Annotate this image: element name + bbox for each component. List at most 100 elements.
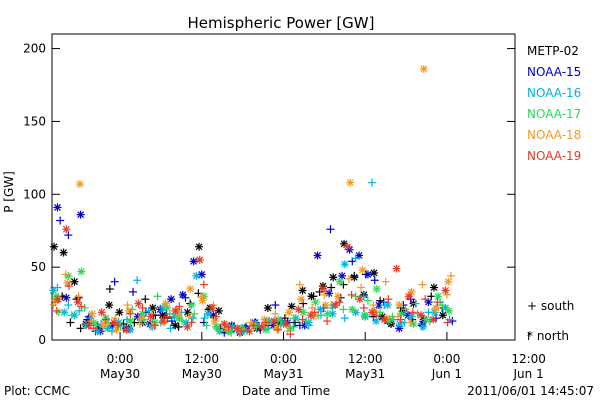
data-point-north: [233, 324, 242, 333]
data-point-north: [444, 306, 453, 315]
data-point-south: [411, 299, 420, 308]
data-point-north: [208, 303, 217, 312]
legend-item: NOAA-19: [527, 149, 581, 163]
data-point-north: [186, 285, 195, 293]
x-axis-label: Date and Time: [242, 384, 330, 398]
data-point-north: [50, 242, 59, 251]
x-tick-date: May31: [345, 367, 385, 381]
data-point-south: [289, 314, 298, 323]
data-point-north: [192, 271, 201, 280]
data-point-south: [335, 298, 344, 307]
data-point-north: [178, 290, 187, 299]
data-point-north: [282, 319, 291, 328]
data-point-south: [175, 302, 184, 311]
data-point-north: [195, 242, 204, 251]
data-point-south: [291, 318, 300, 327]
data-point-north: [158, 311, 167, 320]
data-point-north: [343, 242, 352, 251]
data-point-north: [197, 270, 206, 279]
data-point-north: [49, 286, 58, 295]
data-point-south: [320, 290, 329, 299]
data-point-south: [133, 276, 142, 285]
data-point-south: [372, 311, 381, 320]
data-point-north: [70, 277, 79, 286]
data-point-north: [126, 317, 135, 326]
data-point-south: [443, 318, 452, 327]
data-point-south: [135, 319, 144, 328]
data-point-north: [429, 315, 438, 324]
data-point-north: [84, 321, 93, 330]
data-point-south: [200, 314, 209, 323]
data-point-south: [376, 308, 385, 317]
data-point-south: [381, 277, 390, 286]
data-point-south: [286, 330, 295, 339]
data-point-north: [441, 286, 450, 295]
data-point-south: [202, 321, 211, 330]
data-point-north: [294, 305, 303, 314]
data-point-south: [74, 292, 83, 301]
data-point-south: [167, 317, 176, 326]
x-axis: 0:00May3012:00May300:00May3112:00May310:…: [100, 332, 546, 381]
data-point-north: [372, 285, 381, 293]
data-point-south: [339, 305, 348, 314]
data-point-south: [184, 312, 193, 321]
data-point-north: [62, 293, 71, 302]
data-point-north: [407, 287, 416, 296]
data-point-north: [438, 311, 447, 320]
data-point-south: [153, 292, 162, 301]
data-point-south: [261, 318, 270, 327]
data-point-south: [310, 308, 319, 317]
data-point-south: [123, 301, 132, 310]
y-tick-label: 150: [23, 114, 46, 128]
data-point-south: [237, 327, 246, 336]
data-point-north: [340, 260, 349, 269]
data-point-south: [406, 318, 415, 327]
data-point-north: [392, 264, 401, 273]
data-point-north: [380, 315, 389, 324]
data-point-north: [77, 267, 86, 276]
data-point-south: [65, 282, 74, 291]
marker-legend-item: + south: [527, 299, 574, 313]
data-point-south: [418, 280, 427, 289]
data-point-south: [126, 309, 135, 318]
x-tick-time: 0:00: [107, 352, 134, 366]
data-point-south: [351, 292, 360, 301]
y-tick-label: 200: [23, 42, 46, 56]
data-point-south: [438, 301, 447, 310]
data-point-north: [93, 327, 102, 336]
data-point-north: [88, 309, 97, 318]
x-tick-time: 12:00: [348, 352, 383, 366]
x-tick-time: 12:00: [511, 352, 546, 366]
data-point-north: [124, 306, 133, 315]
data-point-south: [64, 301, 73, 310]
data-point-north: [287, 302, 296, 311]
data-point-north: [404, 292, 413, 301]
data-point-south: [370, 276, 379, 285]
data-point-south: [359, 292, 368, 301]
data-point-south: [52, 306, 61, 315]
chart-title: Hemispheric Power [GW]: [188, 14, 375, 32]
data-point-north: [368, 308, 377, 317]
data-point-south: [80, 303, 89, 312]
data-point-south: [340, 314, 349, 323]
data-point-north: [348, 305, 357, 314]
data-point-north: [183, 322, 192, 331]
data-point-south: [271, 301, 280, 310]
data-point-north: [444, 277, 453, 286]
y-tick-label: 0: [38, 333, 46, 347]
data-point-north: [350, 273, 359, 282]
data-point-north: [306, 311, 315, 320]
data-point-north: [333, 292, 342, 301]
data-point-north: [53, 203, 62, 212]
data-point-south: [188, 314, 197, 323]
data-point-north: [103, 324, 112, 333]
data-point-north: [307, 292, 316, 301]
data-point-north: [419, 322, 428, 331]
data-point-south: [190, 309, 199, 318]
data-point-north: [360, 311, 369, 320]
data-point-north: [146, 312, 155, 321]
data-point-north: [189, 257, 198, 266]
data-point-north: [321, 301, 330, 310]
data-point-south: [54, 308, 63, 317]
